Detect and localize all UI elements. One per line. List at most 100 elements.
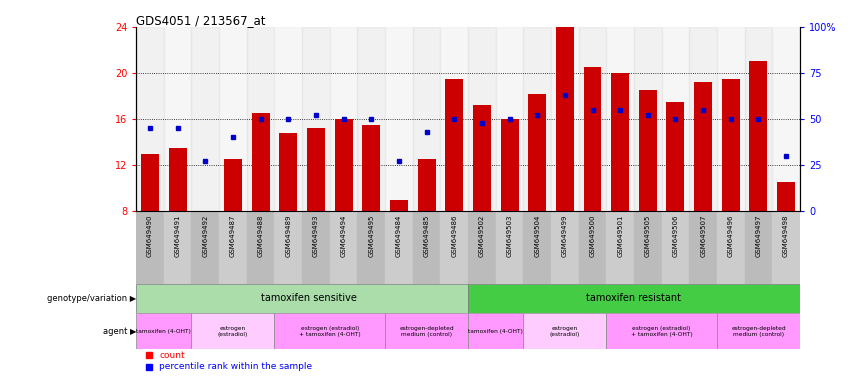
Bar [363,125,380,211]
Text: GSM649499: GSM649499 [562,215,568,257]
Text: genotype/variation ▶: genotype/variation ▶ [47,294,136,303]
Text: count: count [159,351,185,360]
Bar [579,27,606,211]
Bar [634,27,661,211]
Bar [661,211,689,284]
Bar [745,27,773,211]
Bar [689,27,717,211]
Bar [634,211,661,284]
Text: GSM649485: GSM649485 [424,215,430,257]
Bar [717,211,745,284]
Bar [357,211,385,284]
Text: GSM649501: GSM649501 [617,215,623,257]
Bar [717,313,800,349]
Text: GSM649506: GSM649506 [672,215,678,257]
Bar [385,27,413,211]
Text: GDS4051 / 213567_at: GDS4051 / 213567_at [136,14,266,27]
Text: GSM649490: GSM649490 [147,215,153,257]
Bar [220,211,247,284]
Bar [579,211,606,284]
Bar [523,211,551,284]
Text: estrogen (estradiol)
+ tamoxifen (4-OHT): estrogen (estradiol) + tamoxifen (4-OHT) [631,326,693,337]
Bar [191,27,219,211]
Bar [445,79,463,211]
Text: agent ▶: agent ▶ [103,327,136,336]
Bar [473,105,491,211]
Bar [689,211,717,284]
Text: estrogen-depleted
medium (control): estrogen-depleted medium (control) [399,326,454,337]
Text: GSM649488: GSM649488 [258,215,264,257]
Bar [551,27,579,211]
Bar [551,211,579,284]
Bar [191,211,219,284]
Text: GSM649487: GSM649487 [230,215,236,257]
Text: tamoxifen (4-OHT): tamoxifen (4-OHT) [468,329,523,334]
Bar [468,313,523,349]
Bar [247,27,274,211]
Text: estrogen
(estradiol): estrogen (estradiol) [218,326,248,337]
Bar [413,27,440,211]
Text: GSM649497: GSM649497 [756,215,762,257]
Bar [717,27,745,211]
Text: GSM649498: GSM649498 [783,215,789,257]
Bar [468,284,800,313]
Bar [500,119,518,211]
Bar [523,313,606,349]
Bar [390,200,408,211]
Bar [584,67,602,211]
Bar [274,211,302,284]
Text: GSM649489: GSM649489 [285,215,291,257]
Text: GSM649502: GSM649502 [479,215,485,257]
Bar [329,27,357,211]
Bar [197,211,214,214]
Bar [274,27,302,211]
Text: percentile rank within the sample: percentile rank within the sample [159,362,312,371]
Bar [136,27,163,211]
Text: GSM649503: GSM649503 [506,215,512,257]
Bar [302,211,329,284]
Bar [385,313,468,349]
Bar [468,27,495,211]
Text: estrogen-depleted
medium (control): estrogen-depleted medium (control) [731,326,785,337]
Bar [441,211,468,284]
Bar [639,90,657,211]
Text: GSM649500: GSM649500 [590,215,596,257]
Bar [772,211,800,284]
Bar [750,61,768,211]
Bar [777,182,795,211]
Bar [418,159,436,211]
Bar [224,159,242,211]
Bar [168,148,186,211]
Bar [136,211,163,284]
Bar [611,73,629,211]
Text: GSM649493: GSM649493 [313,215,319,257]
Bar [247,211,274,284]
Text: GSM649495: GSM649495 [368,215,374,257]
Bar [606,313,717,349]
Bar [302,27,329,211]
Text: GSM649496: GSM649496 [728,215,734,257]
Text: GSM649507: GSM649507 [700,215,706,257]
Text: tamoxifen sensitive: tamoxifen sensitive [261,293,357,303]
Text: GSM649491: GSM649491 [174,215,180,257]
Bar [722,79,740,211]
Bar [745,211,773,284]
Bar [136,313,191,349]
Bar [666,102,684,211]
Bar [606,27,634,211]
Bar [357,27,385,211]
Bar [334,119,352,211]
Bar [307,128,325,211]
Bar [279,133,297,211]
Bar [220,27,247,211]
Text: tamoxifen resistant: tamoxifen resistant [586,293,682,303]
Text: GSM649504: GSM649504 [534,215,540,257]
Text: tamoxifen (4-OHT): tamoxifen (4-OHT) [136,329,191,334]
Text: estrogen
(estradiol): estrogen (estradiol) [550,326,580,337]
Text: estrogen (estradiol)
+ tamoxifen (4-OHT): estrogen (estradiol) + tamoxifen (4-OHT) [299,326,361,337]
Bar [252,113,270,211]
Bar [606,211,634,284]
Bar [495,27,523,211]
Bar [385,211,413,284]
Bar [274,313,385,349]
